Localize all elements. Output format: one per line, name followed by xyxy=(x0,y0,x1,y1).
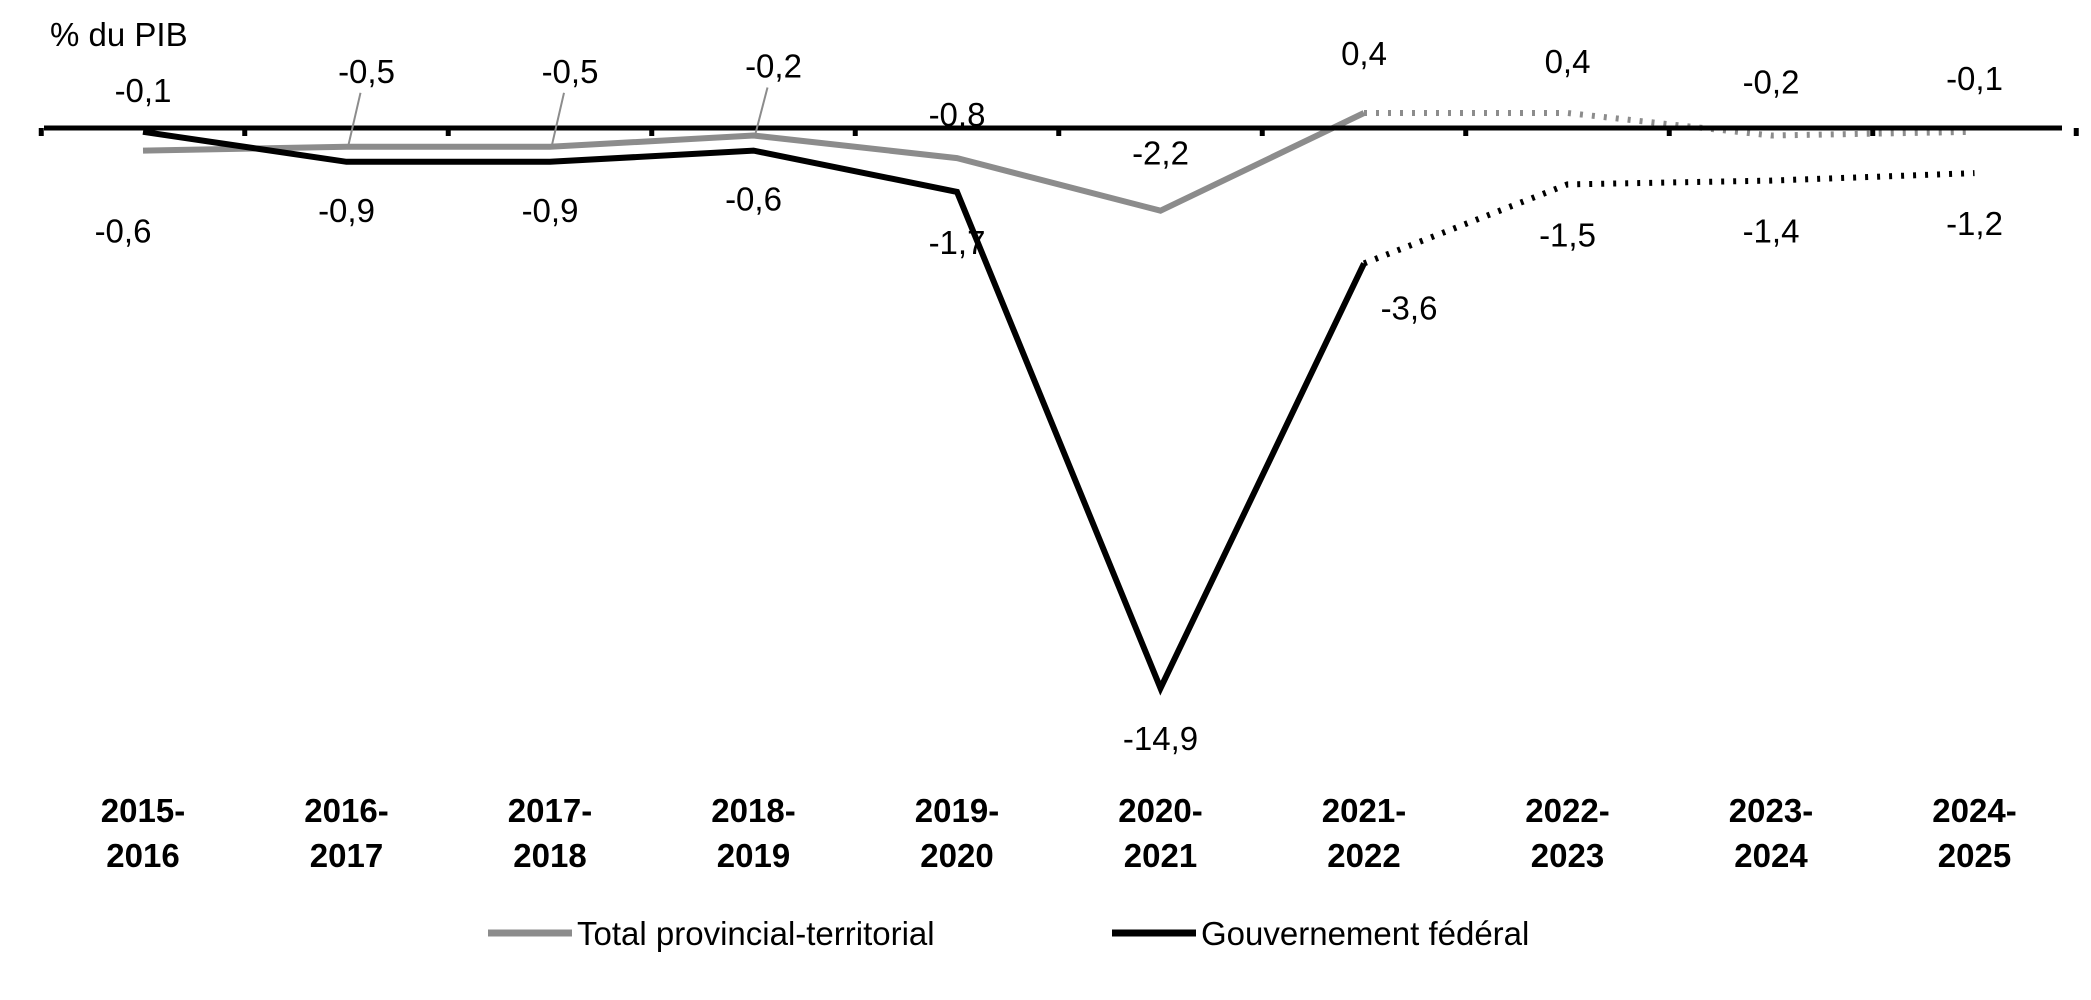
x-tick-label: 2021-2022 xyxy=(1322,792,1406,874)
label-leader-line xyxy=(347,92,362,146)
data-label-federal: -1,5 xyxy=(1539,216,1596,253)
label-leader-line xyxy=(551,92,565,146)
legend-label-federal: Gouvernement fédéral xyxy=(1201,915,1529,952)
series-line-1-actual xyxy=(142,128,1367,696)
x-tick-label: 2018-2019 xyxy=(711,792,795,874)
x-tick-label: 2015-2016 xyxy=(101,792,185,874)
data-label-provincial: -0,2 xyxy=(745,48,802,85)
data-label-federal: -0,1 xyxy=(115,72,172,109)
x-tick-label: 2024-2025 xyxy=(1932,792,2016,874)
x-axis xyxy=(38,125,2079,136)
y-axis-label: % du PIB xyxy=(50,16,188,53)
x-tick-labels: 2015-2016 2016-2017 2017-2018 2018-2019 2019… xyxy=(101,792,2017,874)
data-label-provincial: 0,4 xyxy=(1545,43,1591,80)
data-label-provincial: -0,2 xyxy=(1743,64,1800,101)
data-label-provincial: -0,5 xyxy=(542,53,599,90)
data-label-federal: -0,9 xyxy=(522,192,579,229)
data-label-provincial: -2,2 xyxy=(1132,135,1189,172)
data-labels: -0,6 -0,5 -0,5 -0,2 -0,8 -2,2 0,4 0,4 -0,2 -0,1 -0… xyxy=(95,35,2003,757)
data-label-federal: -1,7 xyxy=(929,224,986,261)
legend: Total provincial-territorial Gouvernemen… xyxy=(488,915,1529,952)
x-tick-label: 2017-2018 xyxy=(508,792,592,874)
label-leader-line xyxy=(754,87,769,134)
data-label-federal: -3,6 xyxy=(1381,289,1438,326)
data-label-federal: -14,9 xyxy=(1123,720,1198,757)
data-label-provincial: 0,4 xyxy=(1341,35,1387,72)
data-label-provincial: -0,8 xyxy=(929,96,986,133)
data-label-federal: -1,4 xyxy=(1743,213,1800,250)
data-label-provincial: -0,5 xyxy=(338,53,395,90)
series-lines xyxy=(142,110,1975,696)
x-tick-label: 2023-2024 xyxy=(1729,792,1813,874)
x-tick-label: 2016-2017 xyxy=(304,792,388,874)
data-label-federal: -0,6 xyxy=(725,181,782,218)
series-line-0-actual xyxy=(142,110,1366,214)
data-label-federal: -0,9 xyxy=(318,192,375,229)
data-label-provincial: -0,1 xyxy=(1946,60,2003,97)
data-label-provincial: -0,6 xyxy=(95,213,152,250)
legend-label-provincial: Total provincial-territorial xyxy=(577,915,935,952)
x-tick-label: 2019-2020 xyxy=(915,792,999,874)
x-tick-label: 2020-2021 xyxy=(1118,792,1202,874)
x-tick-label: 2022-2023 xyxy=(1525,792,1609,874)
data-label-federal: -1,2 xyxy=(1946,205,2003,242)
series-line-1-projection xyxy=(1362,170,1975,267)
